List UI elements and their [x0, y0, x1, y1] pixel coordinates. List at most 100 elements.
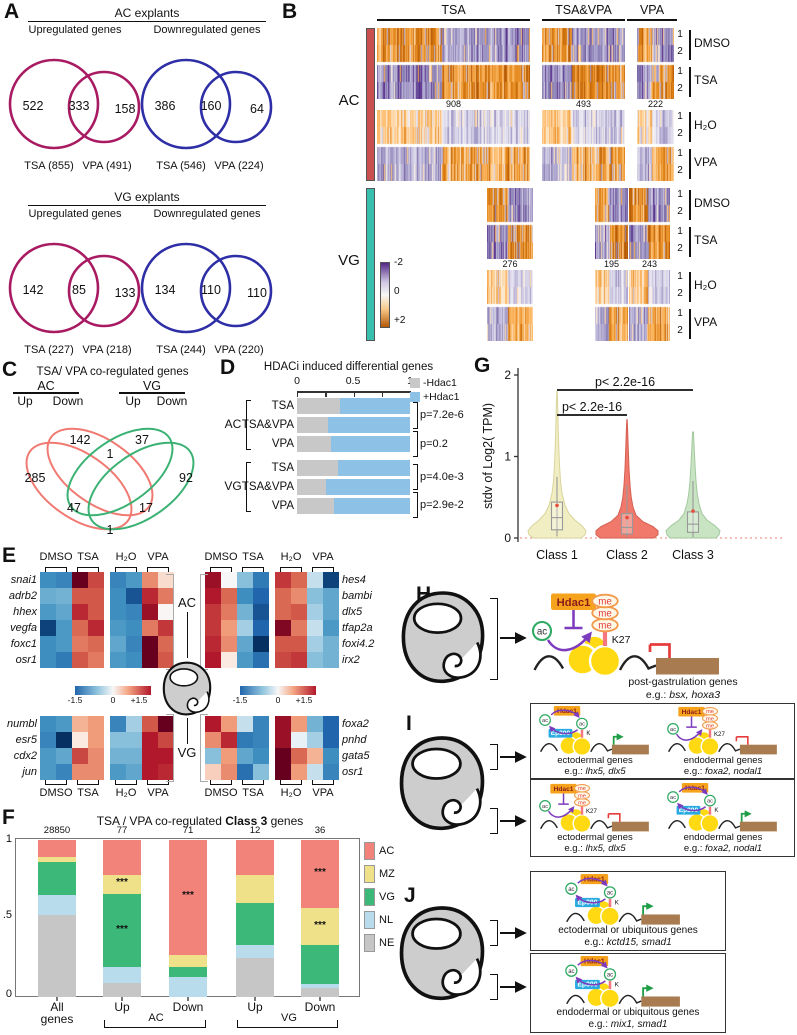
heatmap-cell: [126, 588, 142, 604]
f-x-label: genes: [40, 1012, 74, 1026]
gene-body-box: [656, 658, 719, 675]
condition-label: TSA: [694, 233, 718, 247]
heatmap-cell: [126, 636, 142, 652]
bracket: [147, 567, 169, 572]
heatmap-cell: [307, 748, 323, 764]
bracket: [166, 574, 174, 670]
k-label: K: [586, 730, 591, 737]
stack-segment-mz: [301, 908, 339, 946]
line: [297, 391, 411, 393]
heatmap-cell: [275, 620, 291, 636]
heatmap-cell: [72, 652, 88, 668]
violin-shape: [527, 390, 587, 539]
heatmap-cell: [72, 764, 88, 780]
venn-subtitle: Upregulated genes: [29, 24, 122, 36]
panel-letter-E: E: [2, 544, 17, 567]
f-x-label: All: [50, 1000, 64, 1014]
flow-arrow: [500, 751, 527, 763]
venn-left-count: 134: [155, 283, 176, 297]
stack-segment-ne: [103, 982, 141, 997]
gene-label: pnhd: [342, 733, 367, 746]
gene-body-box: [739, 744, 777, 755]
f-legend-swatch-nl: [364, 911, 375, 929]
stack-segment-mz: [236, 874, 274, 903]
heatmap-cell: [142, 748, 158, 764]
eg-gene-names: mix1, smad1: [610, 1019, 668, 1030]
heatmap-cell: [205, 636, 221, 652]
e-col-header: DMSO: [39, 787, 73, 799]
violin-shape: [595, 419, 659, 539]
heatmap-cell: [158, 748, 174, 764]
heatmap-cell: [158, 732, 174, 748]
significance-stars: ***: [116, 923, 128, 935]
region-bar-ac: [366, 28, 375, 181]
bracket: [45, 780, 67, 785]
e-col-header: TSA: [77, 787, 99, 799]
heatmap-cell: [253, 716, 269, 732]
heatmap-cell: [88, 732, 104, 748]
region-label-vg: VG: [177, 745, 197, 760]
hdac-label: Hdac1: [584, 877, 605, 884]
nucleosome-icon: [700, 736, 720, 756]
dna-strand: [533, 655, 565, 671]
embryo-illustration: [399, 736, 485, 831]
bracket: [246, 400, 251, 450]
heatmap-cell: [142, 732, 158, 748]
heatmap-cell: [88, 716, 104, 732]
svg-text:ac: ac: [670, 795, 676, 801]
stack-segment-nl: [301, 984, 339, 989]
heatmap-block: [629, 270, 670, 341]
heatmap-cell: [158, 588, 174, 604]
venn-circle-left: [8, 58, 100, 150]
heatmap-cell: [205, 732, 221, 748]
d-group-ac: AC: [224, 417, 242, 431]
condition-label: TSA: [694, 73, 718, 87]
stack-segment-ne: [38, 914, 76, 997]
acetyl-mark-icon: [603, 968, 617, 981]
heatmap-cell: [126, 572, 142, 588]
bracket: [413, 402, 418, 429]
gene-label: foxc1: [10, 637, 37, 650]
heatmap-cell: [323, 604, 339, 620]
f-legend-swatch-vg: [364, 888, 375, 906]
replicate-label: 2: [677, 128, 683, 139]
panel-letter-F: F: [2, 806, 15, 829]
replicate-label: 1: [677, 189, 683, 200]
bracket: [490, 974, 498, 1000]
heatmap-cell: [110, 636, 126, 652]
e-col-header: H₂O: [280, 787, 302, 799]
heatmap-cell: [142, 620, 158, 636]
heatmap-cell: [72, 604, 88, 620]
bracket: [490, 598, 498, 680]
gene-label: osr1: [342, 765, 364, 778]
line: [689, 190, 691, 220]
histone-tail-icon: [580, 805, 584, 815]
heatmap-cell: [72, 748, 88, 764]
significance-stars: ***: [116, 877, 128, 889]
svg-text:ac: ac: [707, 799, 713, 805]
dna-strand: [540, 743, 558, 753]
heatmap-cell: [126, 604, 142, 620]
f-legend-label: VG: [379, 891, 395, 903]
e-col-header: H₂O: [280, 551, 302, 563]
heatmap-cell: [291, 732, 307, 748]
svg-text:me: me: [706, 723, 714, 729]
venn-overlap-count: 333: [69, 99, 90, 113]
dna-strand: [668, 743, 686, 753]
heatmap-cell: [142, 588, 158, 604]
venn-right-set-label: VPA (224): [214, 160, 263, 172]
stack-segment-nl: [103, 967, 141, 983]
svg-text:ac: ac: [607, 891, 613, 897]
heatmap-cell: [275, 604, 291, 620]
replicate-label: 1: [677, 29, 683, 40]
panel-letter-G: G: [474, 354, 491, 377]
heatmap-cell: [205, 716, 221, 732]
svg-text:ac: ac: [670, 727, 676, 733]
heatmap-block: [629, 188, 670, 259]
heatmap-cell: [291, 764, 307, 780]
venn-circle-right: [67, 70, 141, 144]
heatmap-cell: [221, 732, 237, 748]
bracket: [210, 567, 232, 572]
